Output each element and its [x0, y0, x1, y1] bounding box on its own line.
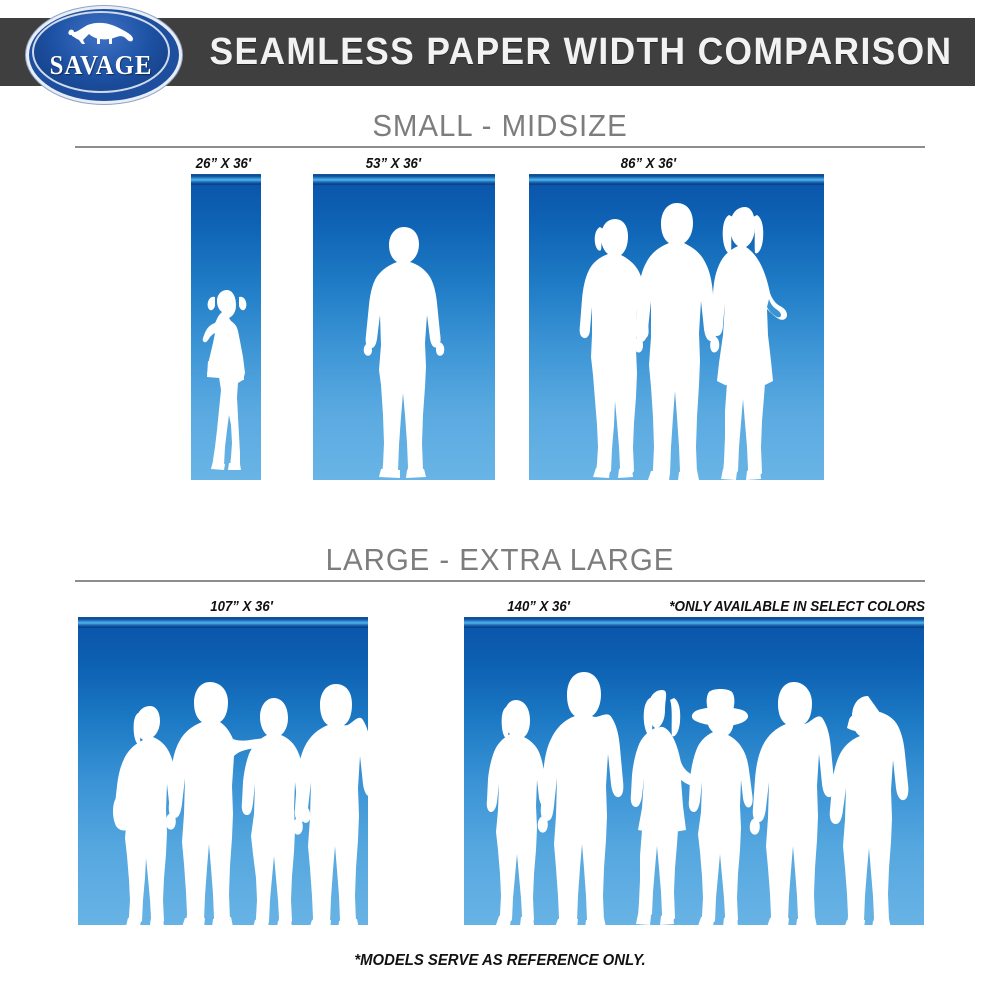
page-title: SEAMLESS PAPER WIDTH COMPARISON	[209, 30, 953, 73]
logo-wordmark: SAVAGE	[49, 50, 153, 80]
paper-roll-edge	[78, 617, 368, 628]
model-silhouettes-53	[313, 185, 495, 480]
paper-roll-edge	[313, 174, 495, 185]
model-silhouettes-86	[529, 185, 824, 480]
model-silhouettes-26	[191, 185, 261, 480]
select-colors-note: *ONLY AVAILABLE IN SELECT COLORS	[669, 598, 925, 615]
section-rule-large-extra-large	[75, 580, 925, 582]
paper-roll-edge	[529, 174, 824, 185]
model-silhouettes-107	[78, 628, 368, 925]
paper-roll-edge	[464, 617, 924, 628]
size-label-140: 140” X 36′	[507, 598, 570, 615]
panther-silhouette-icon	[68, 22, 133, 44]
section-heading-large-extra-large: LARGE - EXTRA LARGE	[325, 542, 675, 577]
paper-panel-26	[191, 174, 261, 480]
size-label-26: 26” X 36′	[195, 155, 252, 172]
paper-panel-107	[78, 617, 368, 925]
size-label-53: 53” X 36′	[365, 155, 422, 172]
size-label-86: 86” X 36′	[620, 155, 677, 172]
savage-logo: SAVAGE	[26, 6, 182, 104]
footer-disclaimer: *MODELS SERVE AS REFERENCE ONLY.	[354, 952, 646, 969]
paper-panel-53	[313, 174, 495, 480]
model-silhouettes-140	[464, 628, 924, 925]
paper-panel-140	[464, 617, 924, 925]
size-label-107: 107” X 36′	[210, 598, 273, 615]
section-rule-small-midsize	[75, 146, 925, 148]
paper-roll-edge	[191, 174, 261, 185]
section-heading-small-midsize: SMALL - MIDSIZE	[372, 108, 628, 143]
paper-panel-86	[529, 174, 824, 480]
